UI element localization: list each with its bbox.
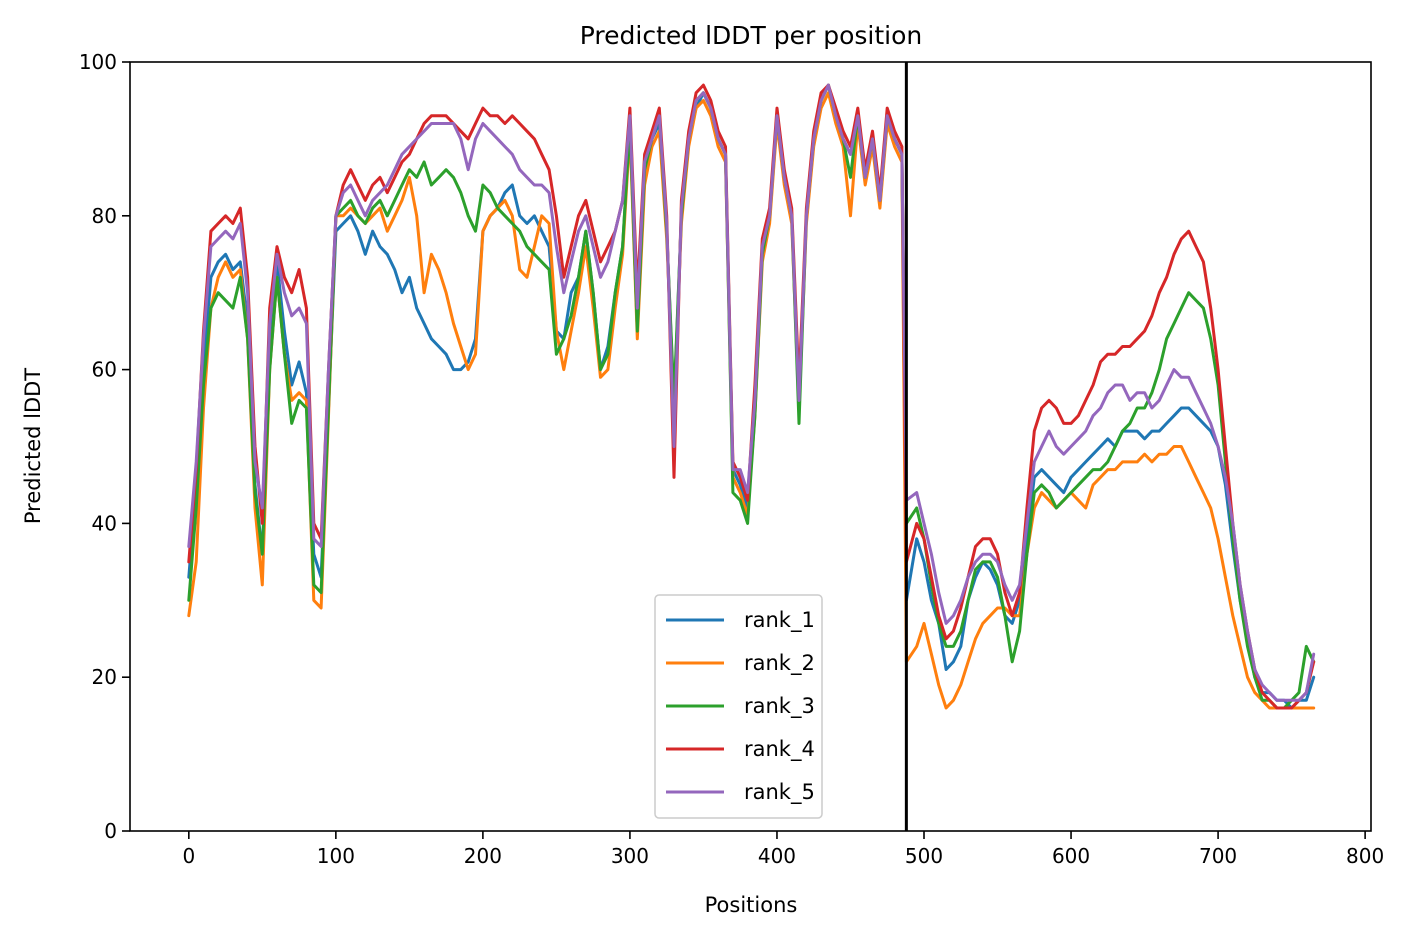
legend-label-rank-5: rank_5 [744, 780, 815, 805]
y-tick-label: 40 [92, 511, 117, 535]
legend-label-rank-3: rank_3 [744, 694, 815, 719]
x-tick-label: 700 [1199, 844, 1237, 868]
legend-items: rank_1 rank_2 rank_3 rank_4 rank_5 [666, 608, 815, 805]
x-tick-label: 100 [317, 844, 355, 868]
y-axis-ticks: 0 20 40 60 80 100 [79, 50, 130, 843]
x-tick-label: 200 [464, 844, 502, 868]
y-tick-label: 60 [92, 358, 117, 382]
legend-label-rank-2: rank_2 [744, 651, 815, 676]
x-tick-label: 400 [758, 844, 796, 868]
x-tick-label: 600 [1052, 844, 1090, 868]
series-line-rank-5 [187, 83, 1316, 702]
x-axis-ticks: 0 100 200 300 400 500 600 700 800 [182, 831, 1384, 868]
y-tick-label: 80 [92, 204, 117, 228]
x-tick-label: 800 [1346, 844, 1384, 868]
x-tick-label: 300 [611, 844, 649, 868]
x-axis-label: Positions [705, 893, 798, 917]
y-tick-label: 100 [79, 50, 117, 74]
plot-frame [129, 61, 1372, 832]
y-tick-label: 20 [92, 665, 117, 689]
plot-lines [187, 83, 1316, 710]
series-line-rank-3 [187, 83, 1316, 710]
legend-box [654, 594, 823, 819]
y-axis-label: Predicted lDDT [21, 368, 45, 524]
legend: rank_1 rank_2 rank_3 rank_4 rank_5 [654, 594, 823, 819]
y-tick-label: 0 [104, 819, 117, 843]
legend-label-rank-4: rank_4 [744, 737, 815, 762]
legend-label-rank-1: rank_1 [744, 608, 815, 633]
chart-title: Predicted lDDT per position [580, 21, 922, 50]
x-tick-label: 500 [905, 844, 943, 868]
x-tick-label: 0 [182, 844, 195, 868]
